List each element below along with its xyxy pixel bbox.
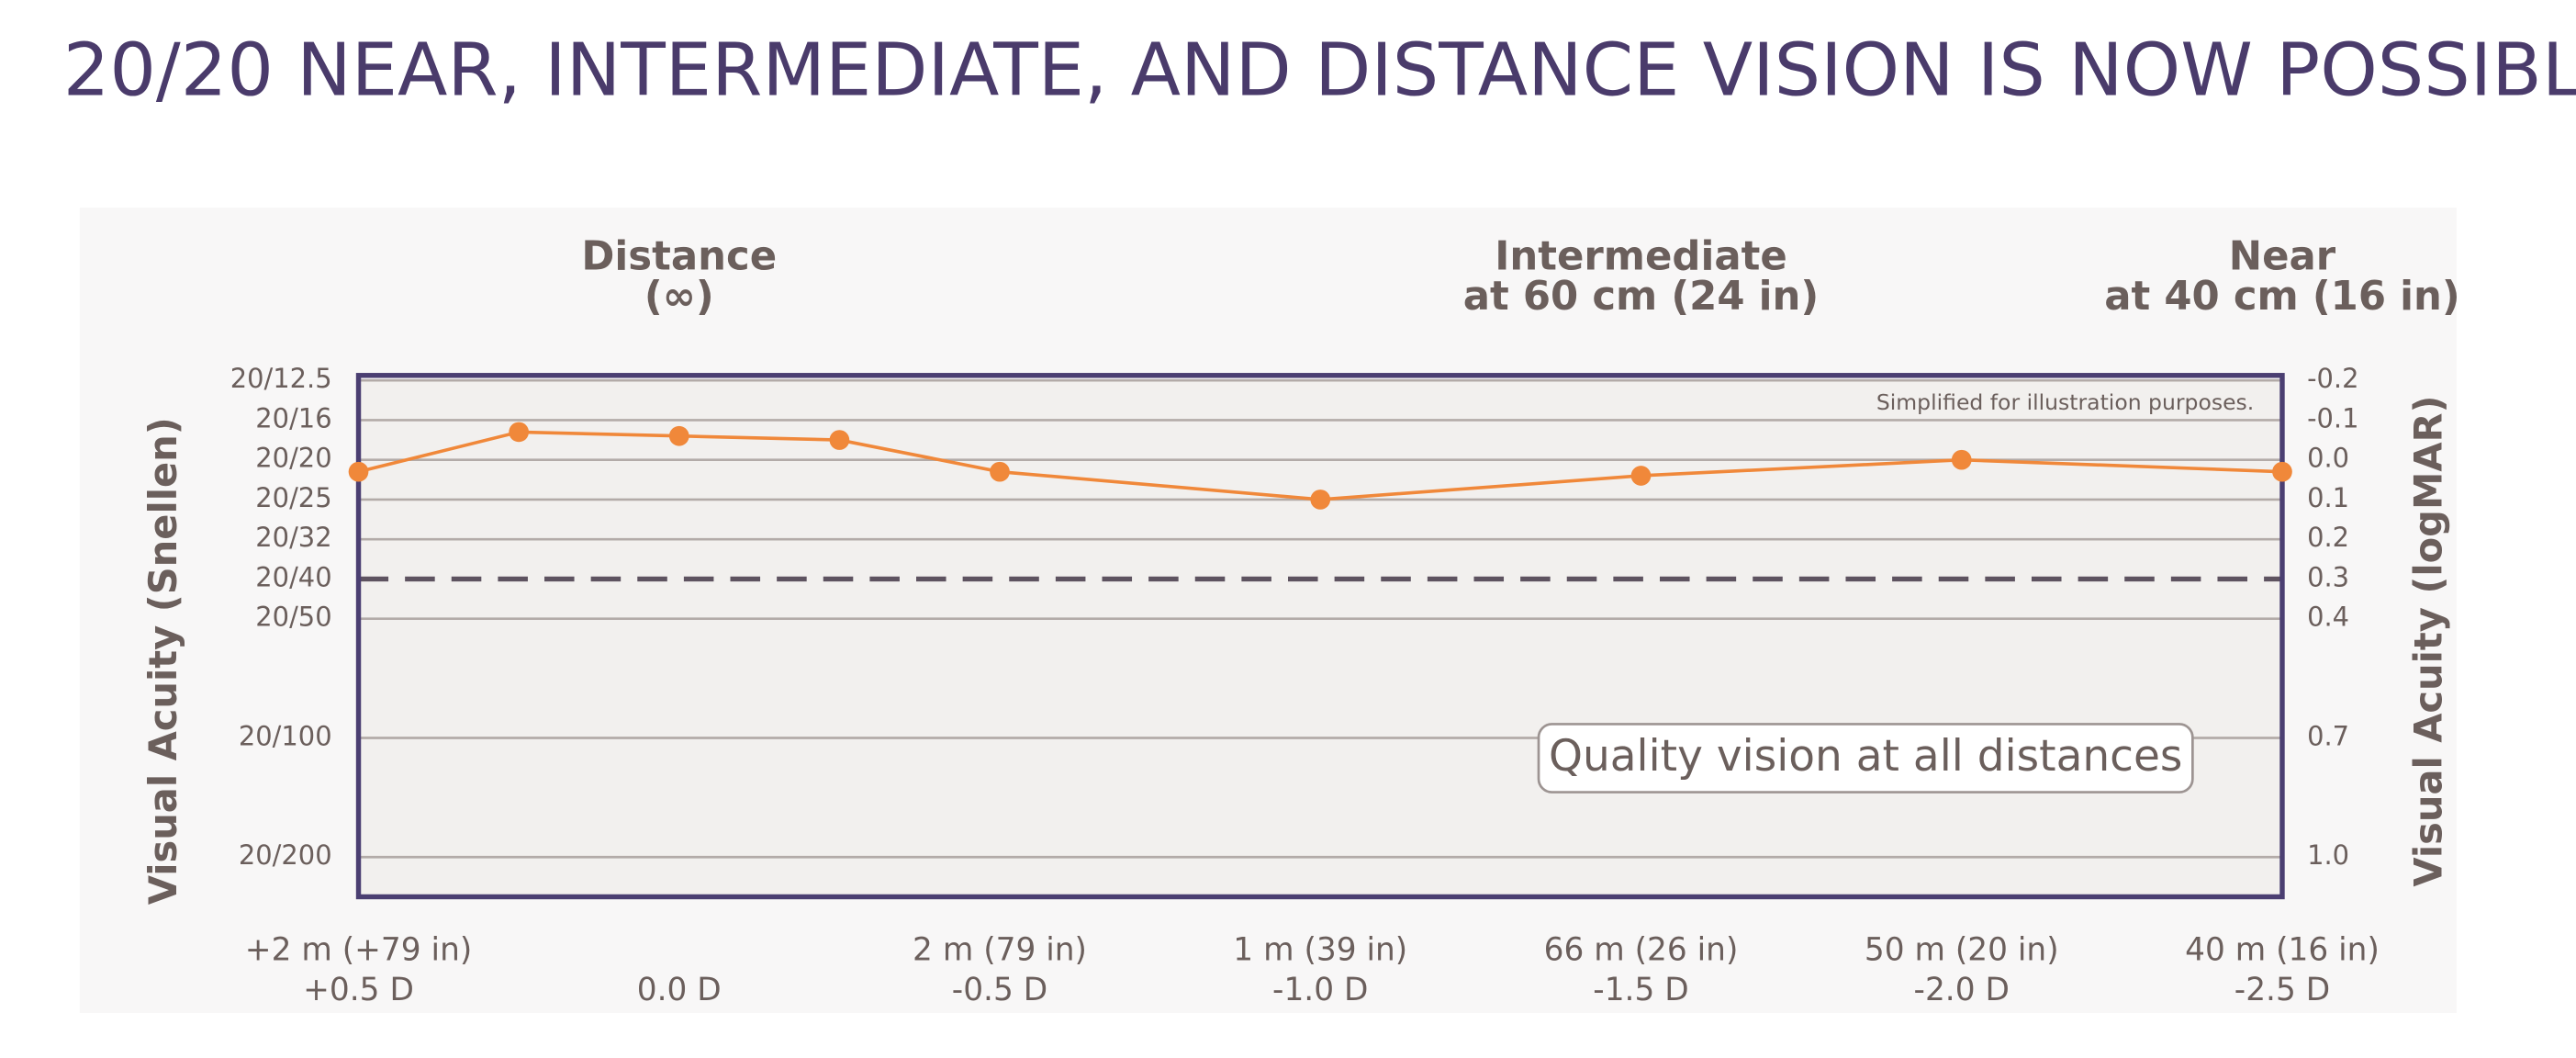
y-tick-label: 20/16	[255, 402, 331, 433]
y2-tick-label: 0.3	[2307, 561, 2349, 592]
y2-tick-label: -0.1	[2307, 402, 2358, 433]
y-tick-label: 20/20	[255, 443, 331, 474]
y2-tick-label: 0.1	[2307, 482, 2349, 513]
data-point	[829, 430, 850, 450]
zone-label: at 40 cm (16 in)	[2104, 274, 2459, 320]
y-tick-label: 20/100	[239, 720, 332, 751]
zone-label: at 60 cm (24 in)	[1463, 274, 1819, 320]
zone-label: Distance	[581, 234, 777, 280]
x-tick-distance-label: +2 m (+79 in)	[245, 932, 472, 969]
y-tick-label: 20/32	[255, 522, 331, 553]
x-tick-distance-label: 2 m (79 in)	[913, 932, 1087, 969]
data-point	[348, 461, 369, 482]
chart-title: 20/20 NEAR, INTERMEDIATE, AND DISTANCE V…	[63, 27, 2576, 112]
x-tick-label: +0.5 D	[303, 972, 414, 1008]
data-point	[1310, 490, 1331, 510]
annotation-box	[1537, 723, 2194, 794]
data-point	[990, 461, 1010, 482]
x-tick-label: -1.0 D	[1272, 972, 1368, 1008]
plot-frame	[355, 373, 2285, 900]
y2-tick-label: -0.2	[2307, 363, 2358, 394]
data-point	[668, 425, 689, 446]
annotation: Quality vision at all distances	[1549, 731, 2182, 782]
x-tick-distance-label: 1 m (39 in)	[1233, 932, 1407, 969]
x-tick-label: -0.5 D	[952, 972, 1047, 1008]
y-tick-label: 20/200	[239, 839, 332, 871]
y-axis-label: Visual Acuity (Snellen)	[140, 417, 185, 905]
plot-area	[358, 380, 2282, 897]
y-tick-label: 20/12.5	[230, 363, 332, 394]
y2-tick-label: 0.4	[2307, 602, 2349, 633]
x-tick-label: -2.0 D	[1914, 972, 2010, 1008]
y2-tick-label: 0.0	[2307, 443, 2349, 474]
zone-label: (∞)	[644, 274, 714, 320]
y-tick-label: 20/25	[255, 482, 331, 513]
y2-tick-label: 1.0	[2307, 839, 2349, 871]
x-tick-label: 0.0 D	[637, 972, 722, 1008]
x-tick-distance-label: 66 m (26 in)	[1544, 932, 1739, 969]
annotation: Simplified for illustration purposes.	[1876, 389, 2254, 415]
x-tick-label: -2.5 D	[2234, 972, 2330, 1008]
data-point	[2272, 461, 2292, 482]
data-point	[509, 422, 529, 443]
x-tick-label: -1.5 D	[1593, 972, 1688, 1008]
y-tick-label: 20/50	[255, 602, 331, 633]
y2-axis-label: Visual Acuity (logMAR)	[2406, 395, 2451, 886]
y2-tick-label: 0.7	[2307, 720, 2349, 751]
x-tick-distance-label: 40 m (16 in)	[2185, 932, 2380, 969]
y-tick-label: 20/40	[255, 561, 331, 592]
zone-label: Intermediate	[1495, 234, 1787, 280]
data-point	[1951, 449, 1972, 470]
title-text: 20/20 NEAR, INTERMEDIATE, AND DISTANCE V…	[63, 27, 2576, 112]
data-point	[1630, 466, 1652, 486]
x-tick-distance-label: 50 m (20 in)	[1865, 932, 2059, 969]
y2-tick-label: 0.2	[2307, 522, 2349, 553]
zone-label: Near	[2229, 234, 2336, 280]
